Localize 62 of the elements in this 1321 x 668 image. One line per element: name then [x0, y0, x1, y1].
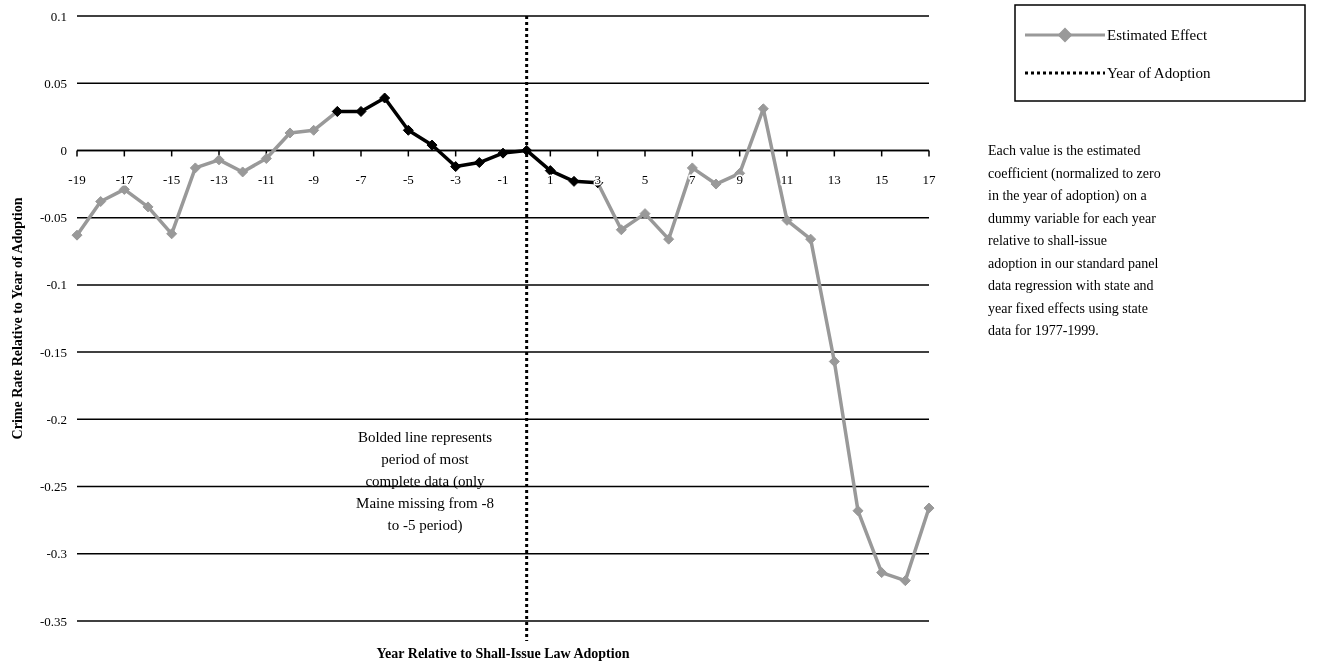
x-tick-label: -19: [68, 172, 86, 188]
point: [473, 157, 485, 169]
point: [686, 162, 698, 174]
point: [710, 178, 722, 190]
x-tick-label: -1: [497, 172, 509, 188]
x-axis-title: Year Relative to Shall-Issue Law Adoption: [376, 646, 630, 661]
x-tick-label: -5: [402, 172, 414, 188]
y-axis-title: Crime Rate Relative to Year of Adoption: [10, 197, 25, 440]
x-tick-label: -7: [355, 172, 367, 188]
x-tick-label: -15: [162, 172, 181, 188]
x-tick-label: 1: [547, 172, 554, 188]
y-tick-label: 0.1: [50, 8, 67, 24]
x-tick-label: 15: [875, 172, 889, 188]
point: [260, 153, 272, 165]
y-tick-label: -0.1: [46, 277, 67, 293]
y-tick-label: -0.2: [46, 411, 67, 427]
text: Each value is the estimated coefficient (normalized to zero in the year of adoption) on a dummy variable for each year relative to shall-issue adoption in our standard panel data regression with state and year fixed effects using state data for 1977-1999.: [988, 143, 1161, 338]
point: [899, 575, 911, 587]
point: [379, 92, 391, 104]
x-tick-label: -3: [450, 172, 462, 188]
x-tick-label: 11: [780, 172, 794, 188]
x-tick-label: 7: [689, 172, 697, 188]
point: [663, 233, 675, 245]
point: [805, 233, 817, 245]
point: [71, 229, 83, 241]
point: [615, 224, 627, 236]
point: [189, 162, 201, 174]
point: [426, 139, 438, 151]
x-tick-label: 5: [641, 172, 649, 188]
x-tick-label: 9: [736, 172, 743, 188]
point: [828, 356, 840, 368]
y-tick-label: -0.15: [39, 344, 67, 360]
point: [521, 144, 533, 156]
point: [166, 228, 178, 240]
y-tick-label: 0: [60, 142, 67, 158]
point: [923, 502, 935, 514]
point: [308, 124, 320, 136]
annotation: Bolded line represents period of most complete data (only Maine missing from -8 to -5 period): [356, 429, 494, 534]
point: [781, 214, 793, 226]
x-tick-label: -11: [257, 172, 275, 188]
point: [142, 201, 154, 213]
x-tick-label: 17: [922, 172, 936, 188]
y-tick-label: -0.05: [39, 210, 67, 226]
x-tick-label: -9: [308, 172, 320, 188]
point: [852, 505, 864, 517]
point: [876, 567, 888, 579]
point: [639, 208, 651, 220]
point: [95, 196, 107, 208]
x-tick-label: -17: [115, 172, 134, 188]
y-tick-label: -0.35: [39, 613, 67, 629]
y-tick-label: -0.25: [39, 479, 67, 495]
point: [497, 147, 509, 159]
y-tick-label: -0.3: [46, 546, 67, 562]
ref-line-label: Year of Adoption: [1107, 65, 1211, 82]
point: [237, 166, 249, 178]
legend-label: Estimated Effect: [1107, 27, 1208, 44]
point: [213, 154, 225, 166]
point: [402, 124, 414, 136]
x-tick-label: 13: [827, 172, 841, 188]
y-tick-label: 0.05: [44, 75, 67, 91]
x-tick-label: -13: [210, 172, 228, 188]
point: [450, 161, 462, 173]
